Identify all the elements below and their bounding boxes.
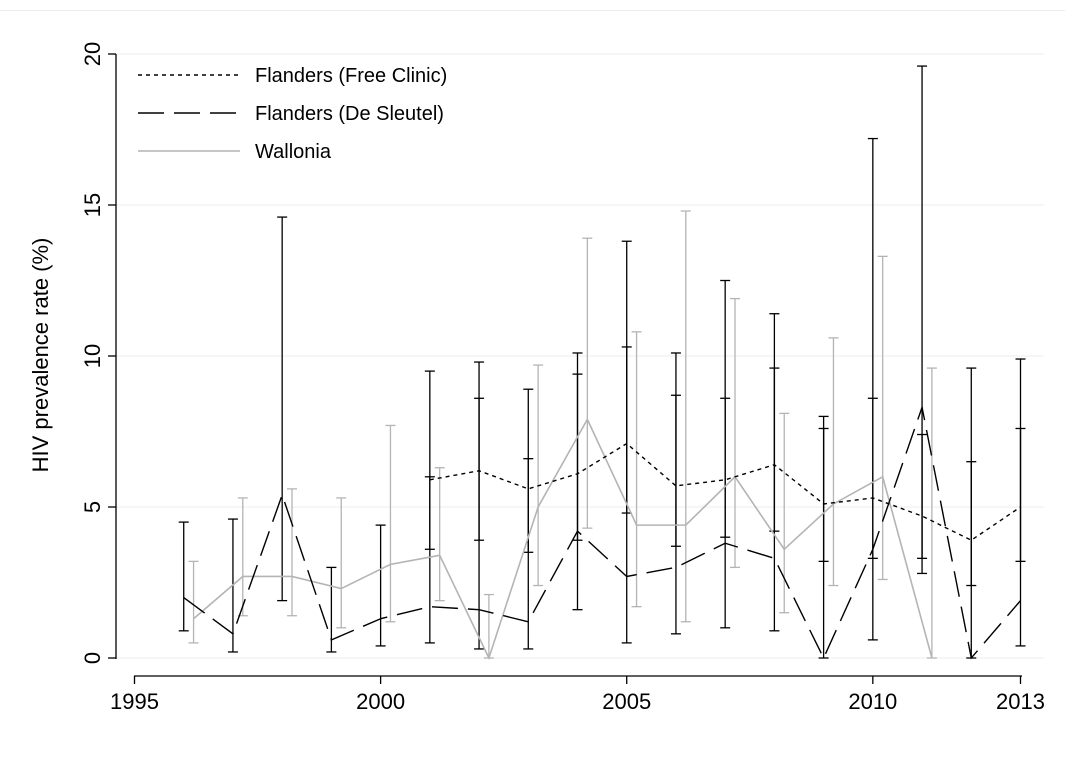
y-axis-title: HIV prevalence rate (%) [28, 238, 53, 473]
x-tick-label-2013: 2013 [996, 689, 1045, 714]
axes [115, 54, 1022, 677]
series-lines [183, 404, 1022, 661]
y-tick-label-0: 0 [80, 652, 105, 664]
grid-lines [117, 53, 1044, 659]
y-tick-label-5: 5 [80, 501, 105, 513]
legend-label-flanders-free-clinic: Flanders (Free Clinic) [255, 65, 447, 87]
top-divider [0, 10, 1065, 11]
x-tick-label-2000: 2000 [356, 689, 405, 714]
y-tick-label-15: 15 [80, 193, 105, 217]
x-ticks: 1995 2000 2005 2010 2013 [110, 676, 1045, 714]
series-line-flanders-de-sleutel [183, 404, 1022, 660]
x-tick-label-2010: 2010 [848, 689, 897, 714]
legend-label-wallonia: Wallonia [255, 141, 332, 163]
legend: Flanders (Free Clinic) Flanders (De Sleut… [138, 65, 447, 163]
legend-label-flanders-de-sleutel: Flanders (De Sleutel) [255, 103, 444, 125]
y-ticks: 0 5 10 15 20 [80, 42, 116, 664]
y-tick-label-10: 10 [80, 344, 105, 368]
y-tick-label-20: 20 [80, 42, 105, 66]
series-line-wallonia [193, 417, 933, 661]
x-tick-label-1995: 1995 [110, 689, 159, 714]
x-tick-label-2005: 2005 [602, 689, 651, 714]
